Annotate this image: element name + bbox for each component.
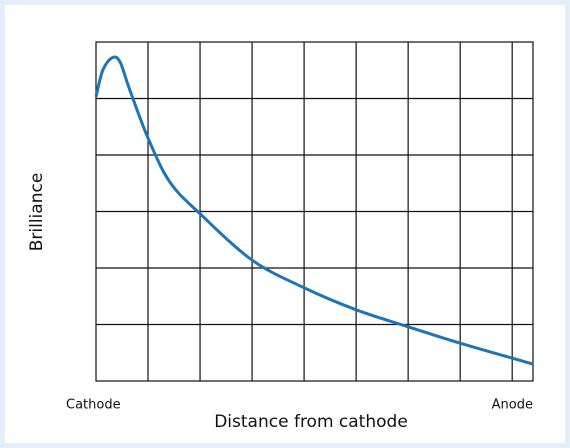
panel bbox=[5, 5, 565, 443]
x-tick-label: Anode bbox=[492, 398, 533, 413]
x-axis-label: Distance from cathode bbox=[214, 412, 408, 432]
line bbox=[94, 55, 534, 366]
y-axis-label: Brilliance bbox=[27, 173, 47, 252]
x-tick-label: Cathode bbox=[66, 398, 121, 413]
